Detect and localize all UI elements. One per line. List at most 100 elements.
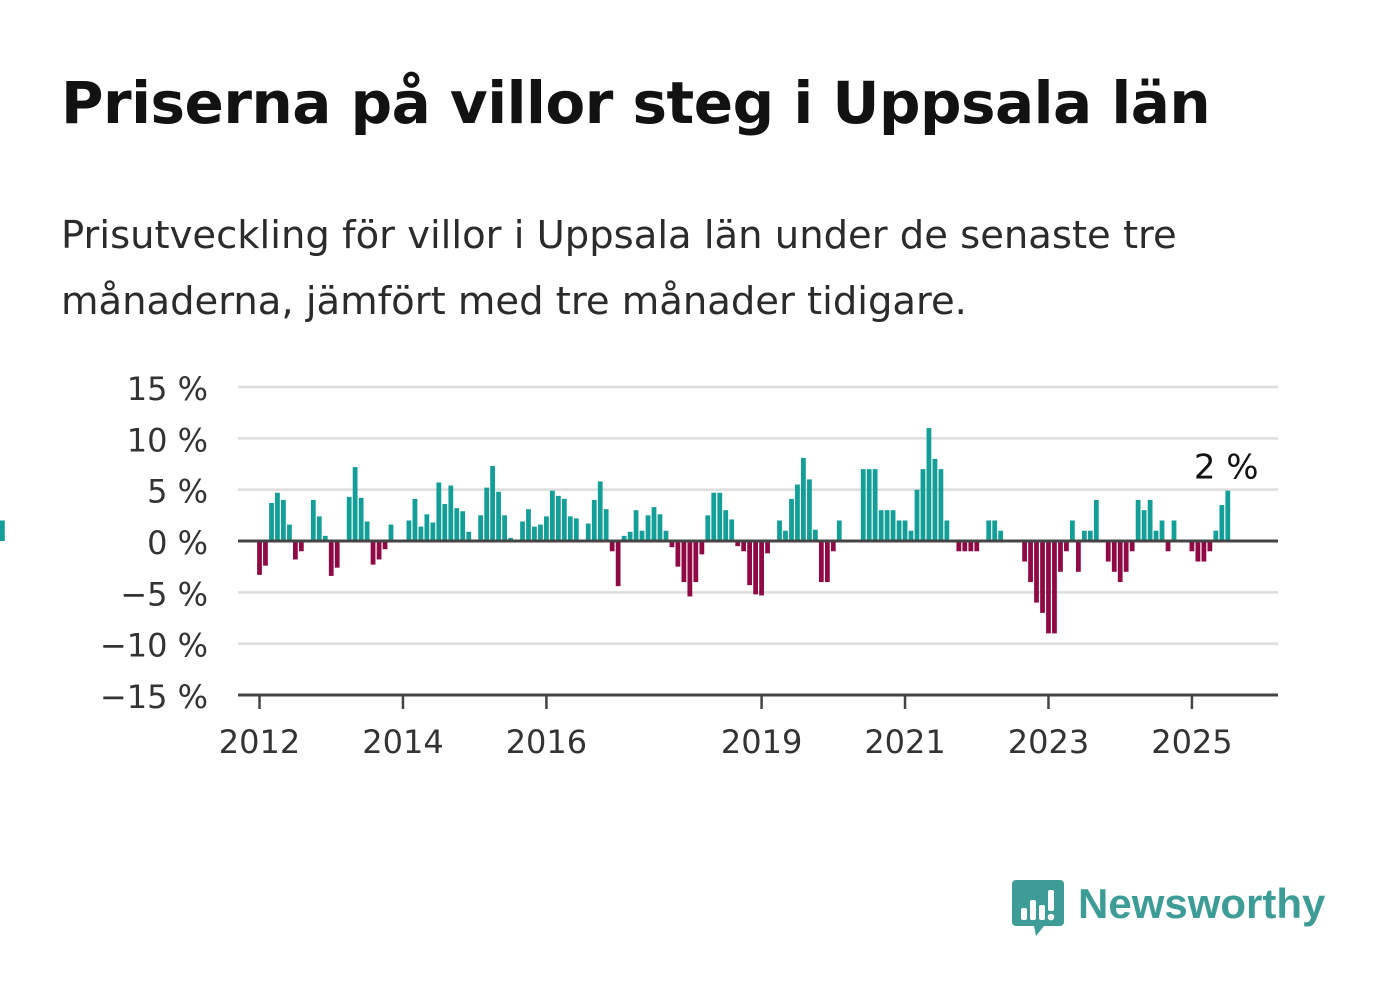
- bar: [908, 530, 914, 541]
- y-tick-label: 5 %: [147, 473, 208, 511]
- bar: [310, 499, 316, 541]
- y-tick-label: 15 %: [127, 370, 208, 408]
- bar: [269, 503, 274, 541]
- bar: [1117, 541, 1123, 583]
- latest-value-annotation: 2 %: [1194, 447, 1259, 487]
- bar: [621, 535, 627, 541]
- x-tick-label: 2025: [1151, 723, 1232, 761]
- bar: [753, 541, 759, 595]
- bar: [597, 481, 603, 541]
- bar: [1046, 541, 1051, 634]
- x-tick-label: 2019: [721, 723, 802, 761]
- bar: [1195, 541, 1201, 562]
- bar: [645, 515, 651, 541]
- bar: [1201, 541, 1207, 562]
- bar: [807, 479, 812, 541]
- x-tick-label: 2021: [864, 723, 945, 761]
- bar: [890, 510, 896, 541]
- bar: [735, 541, 741, 547]
- bar: [866, 469, 872, 541]
- brand-name: Newsworthy: [1078, 880, 1326, 927]
- chart-subtitle: Prisutveckling för villor i Uppsala län …: [61, 213, 1177, 324]
- bar: [765, 541, 770, 554]
- bar: [454, 508, 460, 541]
- y-tick-label: 10 %: [127, 421, 208, 459]
- bar: [448, 485, 454, 541]
- bar: [729, 519, 735, 541]
- chart-title: Priserna på villor steg i Uppsala län: [61, 69, 1211, 137]
- bar: [0, 520, 5, 541]
- bar: [412, 498, 418, 541]
- bar: [944, 520, 950, 541]
- bar: [1052, 541, 1057, 634]
- bar: [406, 520, 412, 541]
- bar: [1129, 541, 1135, 552]
- bar: [1076, 541, 1081, 572]
- bar: [1159, 520, 1165, 541]
- bar: [675, 541, 681, 567]
- bar: [1207, 541, 1213, 552]
- bar: [986, 520, 992, 541]
- bar: [1064, 541, 1069, 552]
- bar: [358, 497, 364, 541]
- bar: [836, 520, 842, 541]
- bar: [484, 487, 490, 541]
- bar: [968, 541, 974, 552]
- bar: [1058, 541, 1063, 572]
- bar: [902, 520, 908, 541]
- gridlines: [238, 385, 1278, 645]
- y-tick-label: −5 %: [120, 575, 208, 613]
- bar: [651, 507, 657, 541]
- bar: [711, 492, 717, 541]
- bar: [687, 541, 693, 597]
- bar: [316, 516, 322, 541]
- bar: [520, 521, 525, 541]
- bar: [1147, 499, 1153, 541]
- axes: [238, 539, 1278, 709]
- y-tick-label: 0 %: [147, 524, 208, 562]
- bar: [1105, 541, 1111, 562]
- bar: [801, 457, 806, 541]
- bar: [681, 541, 687, 583]
- bar: [1219, 505, 1225, 541]
- bar: [1111, 541, 1117, 572]
- bar: [920, 469, 926, 541]
- bar: [926, 428, 932, 541]
- bar: [1093, 499, 1099, 541]
- bar: [830, 541, 836, 552]
- bars: [0, 428, 1231, 634]
- bar: [334, 541, 340, 568]
- bar: [549, 490, 555, 541]
- bar: [508, 537, 513, 541]
- bar: [1123, 541, 1129, 572]
- bar: [812, 529, 818, 541]
- bar: [633, 510, 639, 541]
- bar: [1087, 530, 1093, 541]
- bar: [1081, 530, 1087, 541]
- bar: [1034, 541, 1039, 603]
- bar: [717, 492, 723, 541]
- newsworthy-logo[interactable]: Newsworthy: [1010, 878, 1330, 944]
- bar: [932, 458, 938, 541]
- bar: [1171, 520, 1177, 541]
- y-tick-label: −15 %: [100, 678, 208, 716]
- bar: [789, 498, 794, 541]
- bar: [663, 530, 669, 541]
- bar: [1225, 490, 1231, 541]
- bar: [424, 514, 430, 541]
- bar: [992, 520, 998, 541]
- bar: [669, 541, 675, 548]
- bar: [382, 541, 388, 550]
- y-tick-label: −10 %: [100, 627, 208, 665]
- bar: [609, 541, 615, 552]
- bar: [263, 541, 268, 566]
- bar: [1069, 520, 1075, 541]
- bar: [376, 541, 382, 560]
- bar: [860, 469, 866, 541]
- bar: [705, 515, 711, 541]
- bar: [693, 541, 699, 583]
- bar: [418, 526, 424, 541]
- bar: [352, 467, 358, 541]
- bar: [783, 530, 788, 541]
